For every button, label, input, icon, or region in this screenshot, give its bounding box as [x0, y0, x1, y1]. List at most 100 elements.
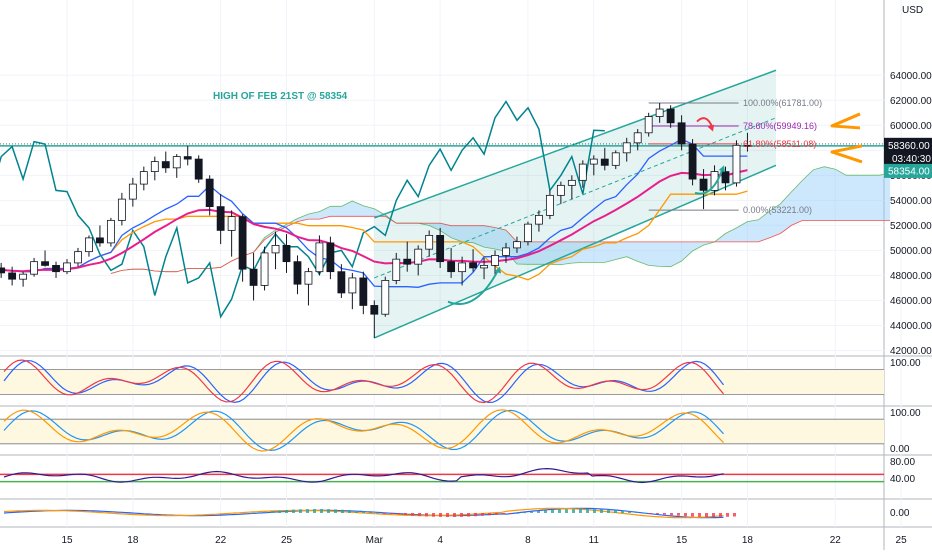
- candle-body: [216, 206, 225, 231]
- candle[interactable]: [293, 255, 302, 295]
- macd-histogram-bar: [460, 513, 463, 517]
- candle-body: [381, 280, 390, 315]
- candle[interactable]: [150, 156, 159, 181]
- candle[interactable]: [699, 169, 708, 210]
- candle[interactable]: [172, 154, 181, 178]
- macd-histogram-bar: [558, 509, 561, 513]
- candle[interactable]: [238, 214, 247, 282]
- candle[interactable]: [30, 257, 38, 277]
- candle[interactable]: [249, 252, 258, 301]
- candle[interactable]: [403, 241, 412, 272]
- candle-body: [414, 248, 423, 265]
- candle[interactable]: [743, 132, 752, 152]
- oscillator-band: [0, 419, 884, 444]
- candle-body: [622, 142, 631, 154]
- candle[interactable]: [381, 276, 390, 317]
- candle[interactable]: [139, 166, 148, 191]
- annotations: HIGH OF FEB 21ST @ 58354 100.00%(61781.0…: [213, 91, 863, 306]
- candle[interactable]: [117, 192, 126, 226]
- candle-body: [589, 158, 598, 165]
- oscillator-pane-macd[interactable]: [3, 507, 736, 519]
- candle[interactable]: [600, 147, 609, 171]
- candle[interactable]: [458, 256, 467, 286]
- candle[interactable]: [392, 252, 401, 285]
- candle[interactable]: [19, 271, 28, 287]
- candle[interactable]: [227, 210, 236, 257]
- candle[interactable]: [589, 155, 598, 176]
- candle-body: [326, 242, 335, 273]
- candle[interactable]: [205, 175, 214, 216]
- candle[interactable]: [677, 115, 686, 151]
- level-price-tag[interactable]: 58354.00: [884, 163, 932, 178]
- candle[interactable]: [52, 261, 60, 278]
- macd-histogram-bar: [649, 513, 652, 514]
- candle[interactable]: [337, 264, 346, 298]
- candle[interactable]: [74, 247, 82, 267]
- tenkan-sen: [0, 138, 748, 288]
- candle[interactable]: [216, 194, 225, 245]
- main-price-pane[interactable]: [0, 69, 891, 339]
- candle[interactable]: [436, 227, 445, 268]
- channel-upper-line[interactable]: [374, 69, 777, 219]
- candle[interactable]: [271, 231, 280, 270]
- macd-histogram-bar: [327, 509, 330, 513]
- candle[interactable]: [480, 257, 488, 280]
- candle[interactable]: [315, 235, 324, 276]
- time-axis[interactable]: 15 18 22 25 Mar 4 8 11 15 18 22 25: [61, 535, 907, 546]
- candle[interactable]: [524, 221, 532, 246]
- candle[interactable]: [732, 140, 741, 187]
- candle[interactable]: [469, 249, 477, 272]
- candle[interactable]: [63, 259, 71, 275]
- candle[interactable]: [644, 112, 653, 137]
- candle[interactable]: [414, 245, 423, 276]
- candle[interactable]: [666, 105, 675, 128]
- macd-histogram-bar: [250, 513, 253, 514]
- candle[interactable]: [655, 103, 664, 123]
- candle[interactable]: [359, 271, 368, 315]
- candle[interactable]: [194, 155, 203, 183]
- arrow-head-icon: [494, 266, 502, 274]
- time-label: 15: [676, 535, 688, 546]
- candle[interactable]: [304, 267, 313, 306]
- macd-histogram-bar: [607, 509, 610, 513]
- candle[interactable]: [425, 230, 434, 257]
- candle[interactable]: [161, 151, 170, 173]
- candle[interactable]: [633, 129, 642, 151]
- candle[interactable]: [348, 272, 357, 310]
- candle-body: [545, 194, 554, 216]
- candle[interactable]: [447, 247, 456, 278]
- candle[interactable]: [535, 210, 543, 232]
- candle[interactable]: [502, 242, 510, 263]
- candle[interactable]: [0, 262, 6, 278]
- candle[interactable]: [260, 246, 269, 291]
- oscillator-pane-stochastic[interactable]: [0, 409, 884, 452]
- candle[interactable]: [622, 137, 631, 162]
- candle[interactable]: [545, 190, 554, 220]
- candle[interactable]: [370, 300, 379, 338]
- candle[interactable]: [578, 160, 587, 188]
- candle[interactable]: [128, 177, 137, 207]
- candle[interactable]: [611, 150, 620, 170]
- candle[interactable]: [326, 236, 335, 280]
- price-axis[interactable]: USD 64000.0062000.0060000.0058000.005600…: [884, 5, 932, 519]
- macd-histogram-bar: [705, 513, 708, 517]
- macd-histogram-bar: [411, 513, 414, 516]
- candle[interactable]: [567, 175, 576, 200]
- candle[interactable]: [721, 166, 730, 191]
- candle[interactable]: [96, 225, 104, 247]
- candle[interactable]: [688, 139, 697, 186]
- oscillator-pane-rsi[interactable]: [0, 467, 884, 484]
- macd-histogram-bar: [509, 513, 512, 514]
- last-price-tag[interactable]: 58360.00 03:40:30: [884, 137, 932, 167]
- candle[interactable]: [282, 234, 291, 273]
- candle[interactable]: [8, 266, 17, 286]
- candle[interactable]: [556, 181, 565, 205]
- candle[interactable]: [41, 250, 49, 267]
- candle[interactable]: [85, 235, 93, 257]
- candle[interactable]: [183, 145, 192, 166]
- candle-body: [535, 214, 543, 225]
- candle[interactable]: [106, 217, 115, 247]
- oscillator-pane-stoch-rsi[interactable]: [0, 359, 884, 404]
- candle[interactable]: [513, 236, 521, 253]
